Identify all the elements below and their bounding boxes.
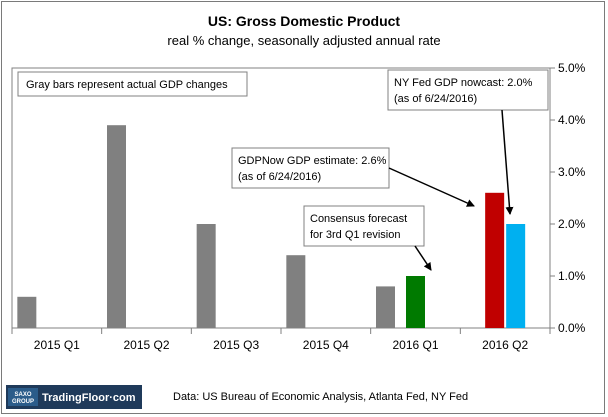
consensus-annotation-line2: for 3rd Q1 revision: [310, 229, 400, 241]
saxo-badge-top: SAXO: [14, 392, 31, 398]
nyfed-arrow: [501, 109, 514, 215]
legend-note-box: Gray bars represent actual GDP changes: [17, 71, 248, 97]
bar: [485, 192, 505, 328]
y-tick-label: 2.0%: [558, 217, 586, 231]
nyfed-annotation-line2: (as of 6/24/2016): [394, 93, 477, 105]
gdpnow-annotation-line1: GDPNow GDP estimate: 2.6%: [238, 155, 387, 167]
y-tick-label: 3.0%: [558, 165, 586, 179]
consensus-arrow: [414, 245, 432, 271]
y-tick-label: 5.0%: [558, 61, 586, 75]
gdpnow-arrow: [388, 167, 475, 207]
saxo-badge-bottom: GROUP: [12, 399, 34, 405]
x-tick-label: 2016 Q2: [482, 338, 528, 352]
consensus-annotation-line1: Consensus forecast: [310, 213, 407, 225]
chart-subtitle: real % change, seasonally adjusted annua…: [167, 33, 440, 48]
x-tick-label: 2015 Q1: [34, 338, 80, 352]
bar: [286, 255, 306, 328]
plot-area: 0.0% 1.0% 2.0% 3.0% 4.0% 5.0% 2015 Q1 2015 Q2 20…: [11, 61, 586, 352]
bar: [506, 224, 526, 328]
bar: [107, 125, 126, 328]
x-tick-label: 2015 Q3: [213, 338, 259, 352]
y-tick-label: 4.0%: [558, 113, 586, 127]
legend-note-text: Gray bars represent actual GDP changes: [26, 79, 228, 91]
bar: [376, 286, 395, 328]
source-note: Data: US Bureau of Economic Analysis, At…: [173, 391, 468, 403]
logo-text: TradingFloor·com: [42, 392, 136, 404]
y-tick-label: 0.0%: [558, 321, 586, 335]
saxo-badge: [8, 388, 38, 406]
plot-border: [11, 67, 551, 328]
bar: [196, 224, 216, 328]
gdpnow-annotation: GDPNow GDP estimate: 2.6% (as of 6/24/20…: [231, 147, 390, 189]
consensus-annotation: Consensus forecast for 3rd Q1 revision: [303, 205, 425, 247]
tradingfloor-logo: SAXO GROUP TradingFloor·com: [6, 385, 142, 409]
bar: [17, 296, 37, 328]
nyfed-annotation: NY Fed GDP nowcast: 2.0% (as of 6/24/201…: [387, 69, 549, 111]
gdpnow-annotation-line2: (as of 6/24/2016): [238, 171, 321, 183]
chart-title: US: Gross Domestic Product: [208, 13, 400, 29]
nyfed-annotation-line1: NY Fed GDP nowcast: 2.0%: [394, 77, 533, 89]
x-tick-label: 2016 Q1: [392, 338, 438, 352]
bar: [406, 276, 425, 328]
y-tick-label: 1.0%: [558, 269, 586, 283]
x-tick-label: 2015 Q2: [123, 338, 169, 352]
x-tick-label: 2015 Q4: [303, 338, 349, 352]
